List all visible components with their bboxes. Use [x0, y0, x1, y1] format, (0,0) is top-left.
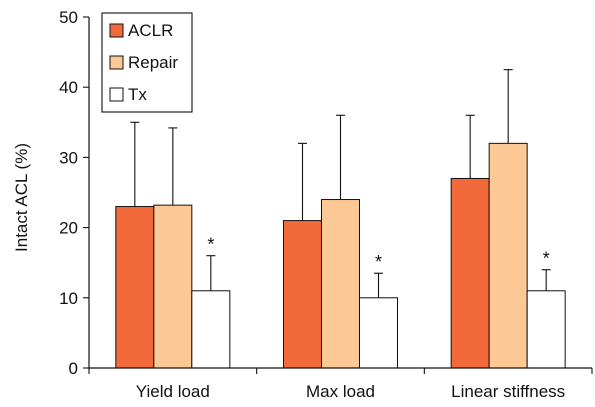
significance-asterisk: * [375, 252, 382, 272]
error-bars [130, 69, 551, 298]
bars [115, 142, 566, 369]
y-tick-label: 20 [59, 219, 78, 238]
legend-label-repair: Repair [128, 53, 178, 72]
bar-tx [191, 290, 231, 369]
legend-swatch-aclr [109, 23, 124, 38]
y-tick-label: 50 [59, 8, 78, 27]
legend-swatch-repair [109, 55, 124, 70]
axes: Yield load Max load Linear stiffness 0 10 20 3… [12, 8, 593, 401]
bar-aclr [283, 220, 322, 369]
legend-label-tx: Tx [128, 85, 147, 104]
significance-annotations: * * * [207, 235, 549, 273]
y-tick-label: 40 [59, 78, 78, 97]
y-tick-label: 30 [59, 148, 78, 167]
bar-tx [526, 290, 566, 369]
x-tick-label: Yield load [136, 382, 210, 401]
legend-swatch-tx [109, 87, 124, 102]
bar-tx [359, 297, 398, 369]
y-tick-label: 0 [69, 359, 78, 378]
y-tick-label: 10 [59, 289, 78, 308]
bar-repair [321, 199, 360, 369]
legend: ACLR Repair Tx [101, 12, 193, 113]
significance-asterisk: * [543, 249, 550, 269]
bar-aclr [450, 177, 490, 369]
bar-repair [153, 204, 193, 369]
bar-repair [488, 142, 528, 369]
legend-label-aclr: ACLR [128, 21, 173, 40]
x-tick-label: Max load [306, 382, 375, 401]
significance-asterisk: * [207, 235, 214, 255]
y-axis-title: Intact ACL (%) [12, 143, 31, 252]
bar-aclr [115, 206, 155, 369]
x-tick-label: Linear stiffness [451, 382, 565, 401]
